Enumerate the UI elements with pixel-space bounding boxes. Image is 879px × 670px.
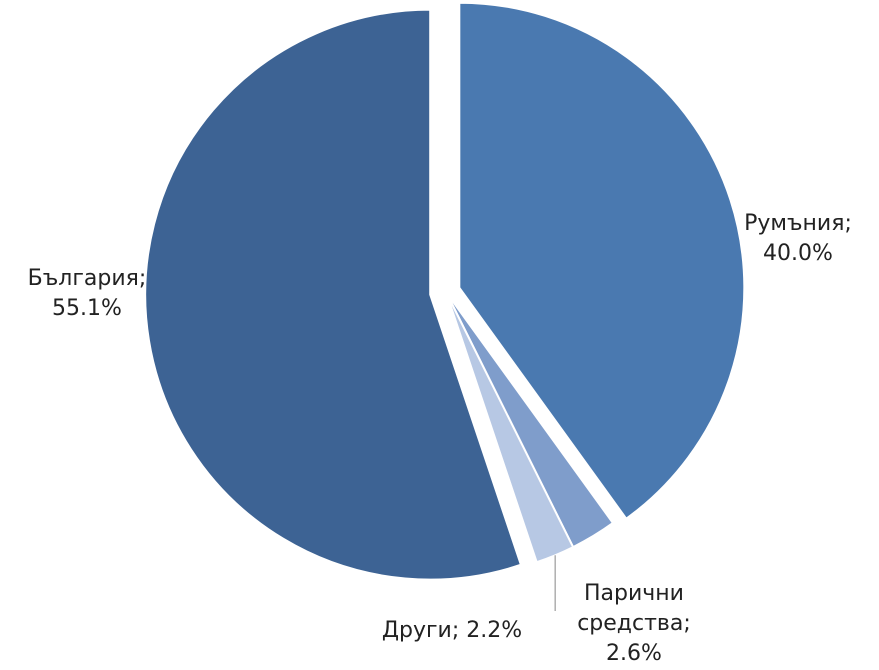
data-label-1: България; 55.1% bbox=[28, 266, 147, 321]
pie-slice-1 bbox=[144, 8, 523, 581]
data-label-2: Румъния; 40.0% bbox=[744, 211, 852, 266]
data-label-4: Други; 2.2% bbox=[382, 618, 522, 643]
pie-slice-2 bbox=[458, 1, 746, 521]
slices-layer bbox=[144, 1, 746, 581]
data-label-3: Парични средства; 2.6% bbox=[577, 581, 691, 666]
labels-layer: България; 55.1% Румъния; 40.0% Парични средст… bbox=[28, 211, 852, 666]
